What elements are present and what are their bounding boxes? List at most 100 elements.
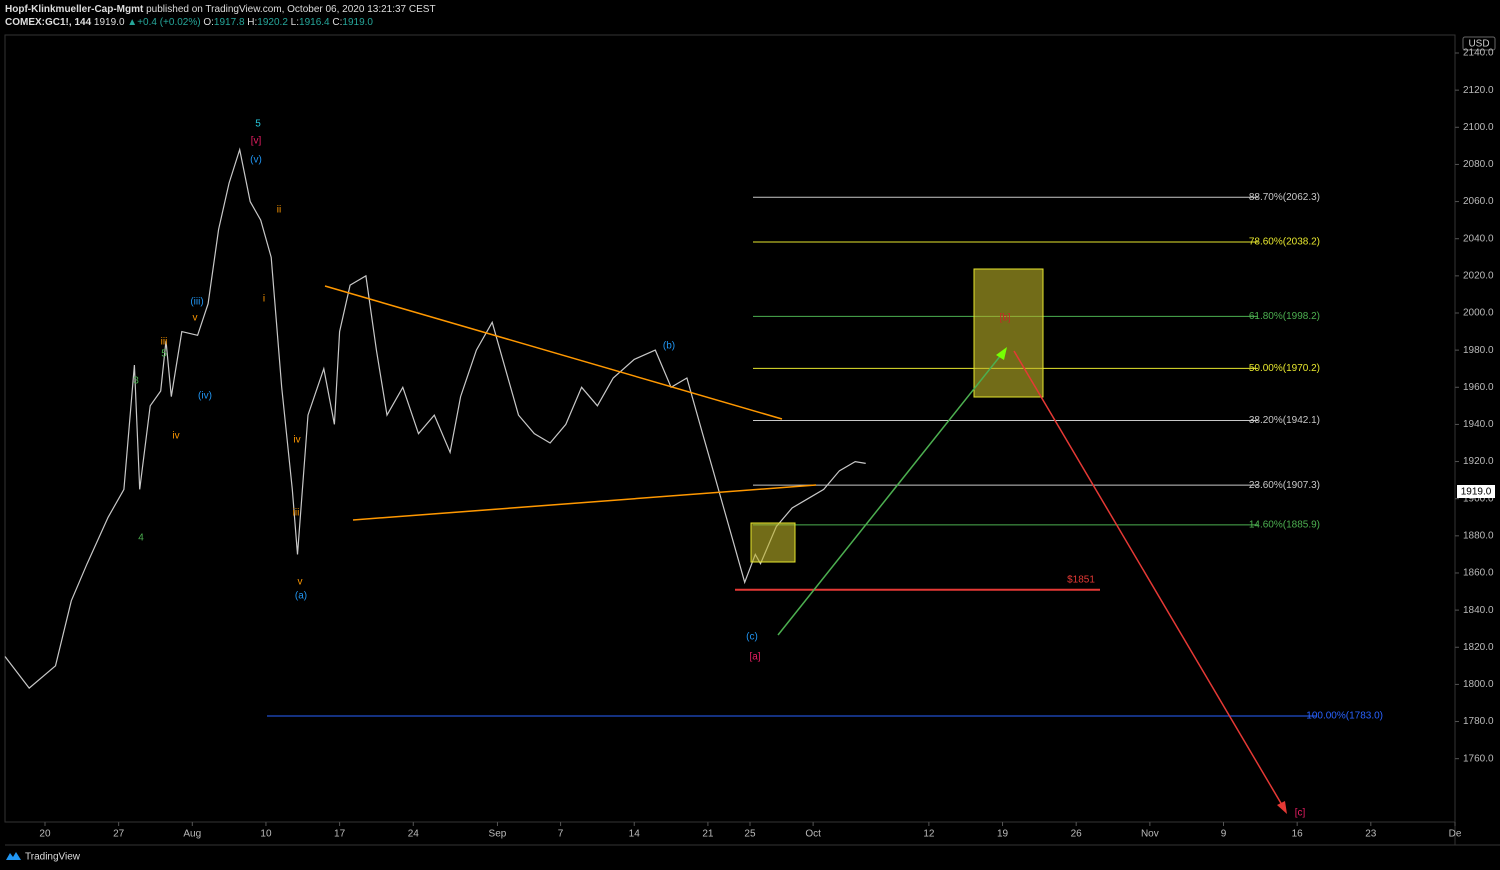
wave-label: v [193,313,198,324]
wave-label: (c) [746,632,758,643]
ohlc-o: 1917.8 [214,17,245,28]
wave-label: (iv) [198,391,212,402]
x-tick-label: 17 [334,829,346,840]
y-tick-label: 1820.0 [1463,642,1494,653]
y-tick-label: 2120.0 [1463,85,1494,96]
y-tick-label: 1940.0 [1463,419,1494,430]
x-tick-label: 20 [39,829,51,840]
support-label: $1851 [1067,574,1095,585]
y-tick-label: 1900.0 [1463,493,1494,504]
y-tick-label: 2000.0 [1463,308,1494,319]
x-tick-label: 26 [1071,829,1083,840]
x-tick-label: 19 [997,829,1009,840]
arrow-head-down [1277,801,1287,814]
y-tick-label: 2080.0 [1463,159,1494,170]
fib-label: 23.60%(1907.3) [1249,480,1320,491]
x-tick-label: 14 [629,829,641,840]
x-tick-label: 21 [702,829,714,840]
change-arrow: ▲ [127,17,137,28]
fib-label: 100.00%(1783.0) [1306,711,1383,722]
ohlc-h-key: H: [247,17,257,28]
x-tick-label: Sep [489,829,507,840]
wave-label: [a] [749,652,760,663]
wave-label: iv [293,435,300,446]
x-tick-label: 10 [260,829,272,840]
wave-label: 5 [161,349,167,360]
wave-label: v [298,577,303,588]
y-tick-label: 1980.0 [1463,345,1494,356]
target-box-high [973,268,1044,398]
target-box-low [750,522,796,563]
fib-label: 78.60%(2038.2) [1249,237,1320,248]
x-tick-label: 23 [1365,829,1377,840]
last: 1919.0 [94,17,125,28]
fib-label: 50.00%(1970.2) [1249,363,1320,374]
wave-label: 5 [255,119,261,130]
y-tick-label: 1840.0 [1463,605,1494,616]
ohlc-h: 1920.2 [257,17,288,28]
price-tag: 1919.0 [1461,487,1492,498]
symbol: COMEX:GC1!, 144 [5,17,92,28]
price-tag-bg [1457,485,1495,498]
author: Hopf-Klinkmueller-Cap-Mgmt [5,4,144,15]
fib-label: 61.80%(1998.2) [1249,311,1320,322]
fib-label: 88.70%(2062.3) [1249,192,1320,203]
x-tick-label: 9 [1221,829,1227,840]
change: +0.4 (+0.02%) [137,17,200,28]
price-line [4,147,866,689]
fib-label: 14.60%(1885.9) [1249,520,1320,531]
header-line-1: Hopf-Klinkmueller-Cap-Mgmt published on … [5,4,436,15]
currency-box [1462,36,1496,51]
published: published on TradingView.com, October 06… [146,4,435,15]
projection-down [1013,350,1286,811]
brand: TradingView [25,852,81,863]
ohlc-l: 1916.4 [299,17,330,28]
wave-label: iii [293,508,300,519]
ohlc-c-key: C: [332,17,342,28]
triangle-upper [324,285,783,420]
wave-label: iii [161,337,168,348]
wave-label: [v] [251,136,262,147]
x-tick-label: Oct [805,829,821,840]
wave-label: 4 [138,533,144,544]
x-tick-label: De [1449,829,1462,840]
x-tick-label: 24 [408,829,420,840]
wave-label: 3 [133,376,139,387]
y-tick-label: 1780.0 [1463,716,1494,727]
wave-label: (iii) [190,297,203,308]
projection-up [777,349,1006,636]
y-tick-label: 1760.0 [1463,753,1494,764]
x-tick-label: 25 [744,829,756,840]
wave-label: [b] [999,313,1010,324]
fib-label: 38.20%(1942.1) [1249,415,1320,426]
x-tick-label: Aug [183,829,201,840]
y-tick-label: 1960.0 [1463,382,1494,393]
wave-label: (v) [250,155,262,166]
wave-label: [c] [1295,808,1306,819]
wave-label: ii [277,205,281,216]
y-tick-label: 2020.0 [1463,270,1494,281]
ohlc-o-key: O: [203,17,214,28]
wave-label: (a) [295,591,307,602]
y-tick-label: 1800.0 [1463,679,1494,690]
ohlc-c: 1919.0 [342,17,373,28]
y-tick-label: 1880.0 [1463,530,1494,541]
x-tick-label: Nov [1141,829,1159,840]
currency: USD [1468,39,1489,50]
header-line-2: COMEX:GC1!, 144 1919.0 ▲+0.4 (+0.02%) O:… [5,17,373,28]
y-tick-label: 2140.0 [1463,48,1494,59]
x-tick-label: 12 [923,829,935,840]
x-tick-label: 16 [1292,829,1304,840]
wave-label: i [263,294,265,305]
wave-label: iv [172,431,179,442]
ohlc-l-key: L: [291,17,299,28]
plot-layer: 1760.0 1780.0 1800.0 1820.0 1840.0 1860.0 1880… [4,48,1494,840]
wave-label: (b) [663,341,675,352]
y-tick-label: 2040.0 [1463,233,1494,244]
y-tick-label: 2060.0 [1463,196,1494,207]
arrow-head-up [996,347,1007,360]
x-tick-label: 27 [113,829,125,840]
y-tick-label: 1860.0 [1463,568,1494,579]
